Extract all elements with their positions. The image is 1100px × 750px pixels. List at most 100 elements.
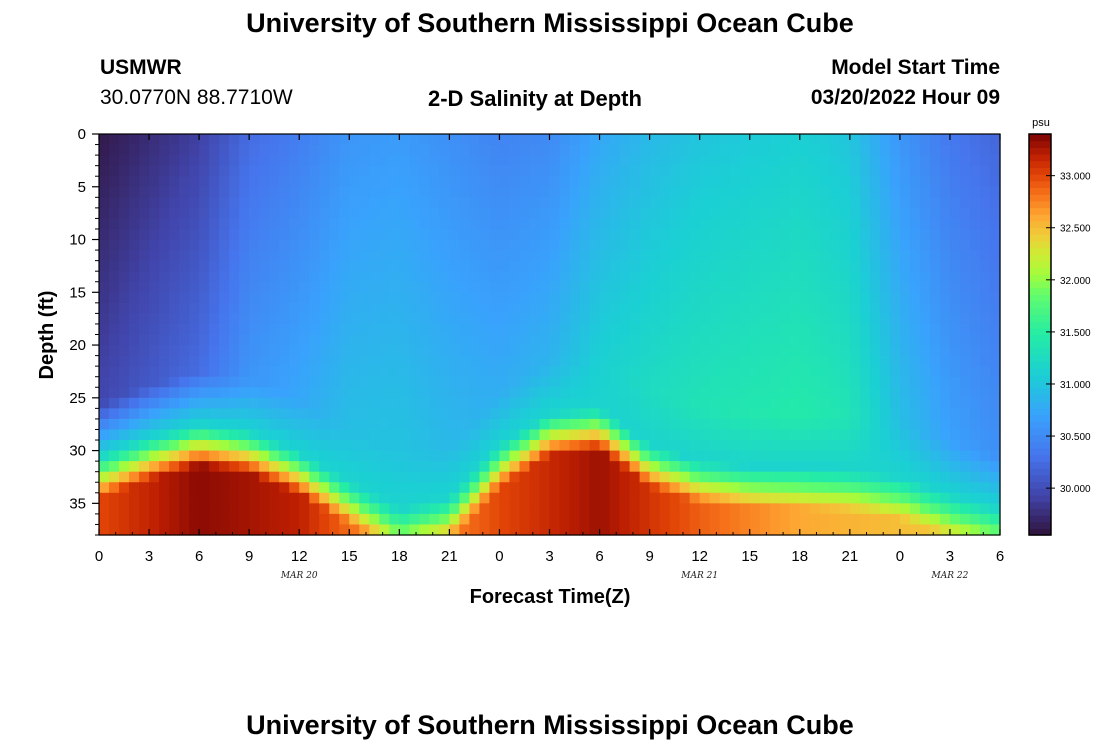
heatmap-cell: [599, 165, 611, 177]
heatmap-cell: [129, 461, 140, 473]
heatmap-cell: [899, 376, 911, 388]
heatmap-cell: [789, 524, 801, 536]
heatmap-cell: [919, 450, 931, 462]
heatmap-cell: [579, 155, 591, 167]
heatmap-cell: [399, 355, 410, 367]
heatmap-cell: [759, 418, 771, 431]
heatmap-cell: [499, 134, 511, 146]
heatmap-cell: [619, 440, 631, 452]
heatmap-cell: [249, 239, 260, 251]
heatmap-cell: [559, 524, 571, 536]
heatmap-cell: [219, 366, 230, 378]
heatmap-cell: [889, 302, 901, 314]
heatmap-cell: [249, 334, 260, 346]
heatmap-cell: [109, 271, 120, 283]
heatmap-cell: [699, 334, 711, 346]
heatmap-cell: [659, 429, 671, 441]
heatmap-cell: [599, 376, 611, 388]
heatmap-cell: [909, 492, 921, 504]
heatmap-cell: [829, 408, 841, 420]
heatmap-cell: [239, 376, 250, 388]
heatmap-cell: [349, 524, 360, 536]
heatmap-cell: [449, 239, 460, 251]
heatmap-cell: [839, 440, 851, 452]
heatmap-cell: [909, 397, 921, 409]
heatmap-cell: [399, 461, 410, 473]
heatmap-cell: [829, 239, 841, 251]
heatmap-cell: [789, 461, 801, 473]
heatmap-cell: [809, 186, 821, 198]
heatmap-cell: [559, 134, 571, 146]
heatmap-cell: [159, 418, 170, 431]
heatmap-cell: [189, 313, 200, 325]
heatmap-cell: [169, 397, 180, 409]
heatmap-cell: [819, 281, 831, 293]
heatmap-cell: [359, 482, 370, 494]
heatmap-cell: [179, 134, 190, 146]
heatmap-cell: [899, 334, 911, 346]
heatmap-cell: [819, 461, 831, 473]
heatmap-cell: [469, 134, 481, 146]
heatmap-cell: [199, 471, 210, 483]
heatmap-cell: [619, 250, 631, 262]
heatmap-cell: [159, 271, 170, 283]
heatmap-cell: [799, 313, 811, 325]
heatmap-cell: [879, 292, 891, 304]
bottom-page-title: University of Southern Mississippi Ocean…: [246, 710, 854, 740]
heatmap-cell: [629, 271, 641, 283]
heatmap-cell: [409, 165, 420, 177]
heatmap-cell: [309, 366, 320, 378]
heatmap-cell: [259, 450, 270, 462]
heatmap-cell: [889, 492, 901, 504]
heatmap-cell: [189, 186, 200, 198]
heatmap-cell: [339, 355, 350, 367]
heatmap-cell: [719, 144, 731, 156]
heatmap-cell: [869, 355, 881, 367]
heatmap-cell: [869, 144, 881, 156]
heatmap-cell: [319, 503, 330, 515]
heatmap-cell: [169, 197, 180, 209]
heatmap-cell: [129, 482, 140, 494]
heatmap-cell: [729, 334, 741, 346]
heatmap-cell: [329, 355, 340, 367]
heatmap-cell: [829, 366, 841, 378]
heatmap-cell: [129, 471, 140, 483]
heatmap-cell: [719, 492, 731, 504]
heatmap-cell: [559, 323, 571, 336]
heatmap-cell: [929, 397, 941, 409]
heatmap-cell: [239, 418, 250, 431]
heatmap-cell: [739, 408, 751, 420]
heatmap-cell: [519, 492, 531, 504]
heatmap-cell: [179, 186, 190, 198]
heatmap-cell: [339, 218, 350, 230]
heatmap-cell: [829, 429, 841, 441]
heatmap-cell: [509, 461, 521, 473]
heatmap-cell: [919, 524, 931, 536]
heatmap-cell: [339, 134, 350, 146]
heatmap-cell: [259, 165, 270, 177]
heatmap-cell: [379, 492, 390, 504]
heatmap-cell: [339, 482, 350, 494]
heatmap-cell: [939, 418, 951, 431]
heatmap-cell: [529, 186, 541, 198]
heatmap-cell: [259, 471, 270, 483]
heatmap-cell: [369, 271, 380, 283]
heatmap-cell: [469, 503, 481, 515]
heatmap-cell: [709, 366, 721, 378]
heatmap-cell: [119, 281, 130, 293]
heatmap-cell: [499, 429, 511, 441]
heatmap-cell: [889, 482, 901, 494]
heatmap-cell: [639, 281, 651, 293]
heatmap-cell: [99, 492, 110, 504]
heatmap-cell: [119, 292, 130, 304]
heatmap-cell: [579, 503, 591, 515]
heatmap-cell: [249, 271, 260, 283]
heatmap-cell: [339, 440, 350, 452]
heatmap-cell: [649, 482, 661, 494]
heatmap-cell: [459, 239, 471, 251]
heatmap-cell: [279, 492, 290, 504]
heatmap-cell: [279, 334, 290, 346]
heatmap-cell: [259, 144, 270, 156]
colorbar-segment: [1029, 401, 1051, 409]
heatmap-cell: [709, 513, 721, 526]
